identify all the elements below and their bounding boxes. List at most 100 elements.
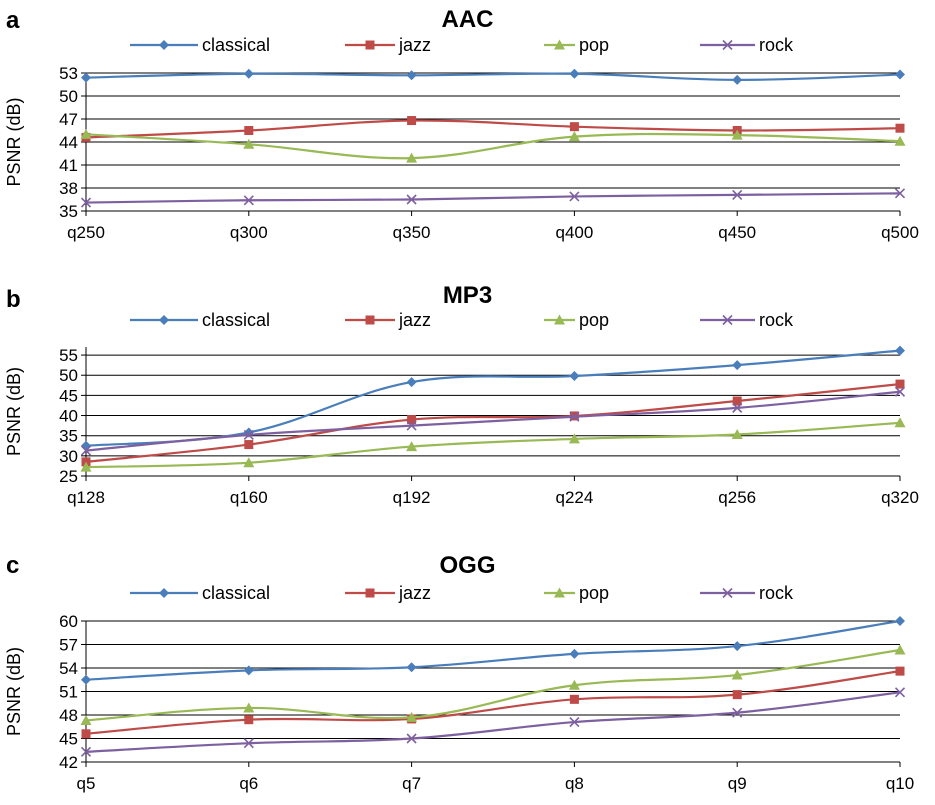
data-point [406, 441, 418, 452]
data-point [243, 738, 254, 749]
legend-label: pop [579, 310, 609, 330]
series-line [85, 670, 901, 735]
data-point [894, 644, 906, 655]
data-point [80, 197, 92, 208]
data-point [732, 641, 743, 652]
data-point [732, 360, 743, 371]
chart-title: MP3 [442, 282, 493, 309]
data-point [732, 402, 743, 413]
y-tick-label: 45 [59, 730, 78, 749]
legend: classical jazz pop rock [130, 583, 794, 603]
legend-marker [159, 315, 169, 325]
x-tick-label: q320 [881, 488, 919, 507]
x-tick-label: q450 [718, 223, 756, 242]
y-axis-label: PSNR (dB) [4, 367, 24, 456]
legend-item-pop: pop [544, 35, 609, 55]
x-tick-label: q300 [230, 223, 268, 242]
legend-marker [554, 39, 565, 50]
chart-title: AAC [441, 6, 494, 33]
legend-item-classical: classical [130, 310, 270, 330]
series-classical [81, 68, 905, 85]
x-tick-label: q5 [77, 774, 96, 793]
panel-letter: a [6, 7, 20, 34]
legend-marker [722, 587, 733, 599]
legend-label: rock [759, 35, 794, 55]
y-tick-label: 35 [59, 202, 78, 221]
x-tick-label: q160 [230, 488, 268, 507]
data-point [894, 188, 906, 199]
data-point [406, 711, 418, 722]
x-tick-label: q192 [393, 488, 431, 507]
series-pop [80, 644, 906, 725]
data-point [243, 138, 255, 149]
data-point [243, 457, 255, 468]
series-jazz [81, 116, 905, 142]
y-tick-label: 47 [59, 110, 78, 129]
legend-marker [365, 40, 375, 50]
x-tick-label: q350 [393, 223, 431, 242]
panel-letter: b [6, 286, 21, 313]
data-point [243, 429, 254, 440]
legend-item-pop: pop [544, 310, 609, 330]
legend-item-jazz: jazz [345, 310, 431, 330]
data-point [732, 74, 743, 85]
y-tick-label: 25 [59, 467, 78, 486]
legend-label: pop [579, 35, 609, 55]
data-point [406, 662, 417, 673]
data-point [406, 733, 417, 744]
series-line [85, 192, 901, 204]
data-point [81, 72, 91, 83]
data-point [569, 122, 579, 132]
data-point [80, 128, 92, 139]
series-line [85, 648, 901, 722]
data-point [406, 420, 417, 431]
data-point [569, 648, 580, 659]
legend: classical jazz pop rock [130, 35, 794, 55]
legend-item-jazz: jazz [345, 583, 431, 603]
series-line [85, 421, 901, 469]
series-line [85, 132, 901, 160]
data-point [407, 116, 417, 126]
legend-label: classical [202, 583, 270, 603]
chart-panel-b: b MP3 25 30 35 40 45 50 55 q128 q160 q192 q224 q256… [0, 268, 935, 536]
y-tick-label: 55 [59, 346, 78, 365]
data-point [568, 131, 580, 142]
data-point [732, 189, 743, 200]
data-point [81, 674, 91, 685]
data-point [895, 379, 905, 389]
data-point [243, 68, 254, 79]
data-point [894, 417, 906, 428]
data-point [80, 461, 92, 472]
data-point [243, 195, 254, 206]
data-point [732, 690, 742, 700]
gridlines: 42 45 48 51 54 57 60 [59, 612, 900, 772]
y-tick-label: 50 [59, 87, 78, 106]
series-classical [81, 345, 905, 451]
data-point [731, 129, 743, 140]
legend-item-classical: classical [130, 583, 270, 603]
legend-item-rock: rock [700, 583, 794, 603]
x-tick-label: q7 [402, 774, 421, 793]
y-tick-label: 57 [59, 636, 78, 655]
legend-marker [159, 40, 169, 50]
data-point [406, 377, 417, 388]
x-tick-label: q8 [565, 774, 584, 793]
legend-label: classical [202, 35, 270, 55]
legend-label: rock [759, 310, 794, 330]
legend-marker [554, 587, 565, 598]
data-point [895, 666, 905, 676]
legend-item-jazz: jazz [345, 35, 431, 55]
data-point [244, 126, 254, 135]
data-point [895, 345, 905, 356]
x-tick-label: q500 [881, 223, 919, 242]
data-point [895, 616, 905, 626]
legend-marker [159, 588, 169, 598]
legend-label: jazz [398, 310, 431, 330]
data-point [569, 694, 579, 704]
legend-marker [365, 588, 375, 598]
y-axis-label: PSNR (dB) [4, 647, 24, 736]
data-point [80, 445, 92, 456]
data-point [895, 123, 905, 133]
data-point [568, 679, 580, 690]
